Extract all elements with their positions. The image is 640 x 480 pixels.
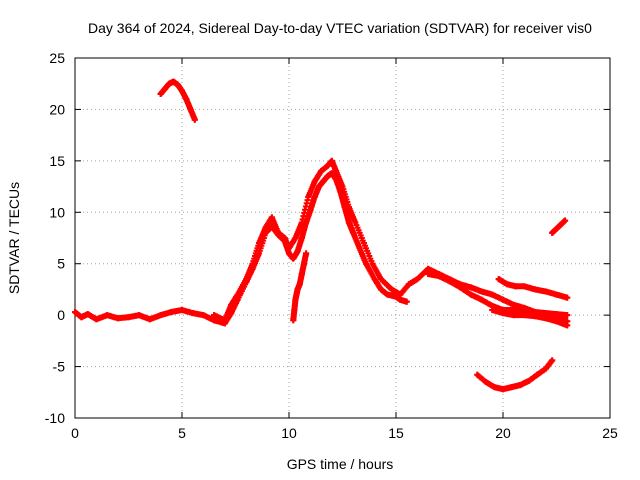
series-arc-late-a (425, 271, 571, 319)
x-tick-label: 20 (495, 425, 511, 441)
y-tick-label: 5 (57, 256, 65, 272)
series-marker-trail (495, 276, 571, 301)
chart-ticks (74, 57, 611, 419)
x-tick-label: 25 (602, 425, 618, 441)
series-arc-bottom (474, 357, 556, 393)
series-marker-trail (425, 271, 571, 319)
series-marker-trail (211, 157, 571, 325)
plot-area-border (74, 57, 611, 419)
chart-grid (75, 58, 610, 418)
x-tick-label: 10 (281, 425, 297, 441)
chart-title: Day 364 of 2024, Sidereal Day-to-day VTE… (88, 20, 592, 36)
series-marker-trail (549, 217, 569, 236)
y-tick-label: 0 (57, 307, 65, 323)
series-arc-spike-10h (290, 250, 310, 324)
y-tick-label: 20 (49, 101, 65, 117)
series-marker-trail (72, 170, 410, 327)
series-marker-trail (489, 307, 571, 329)
series-arc-main-2 (211, 157, 571, 325)
y-tick-label: 10 (49, 204, 65, 220)
x-tick-labels: 0 5 10 15 20 25 (71, 425, 618, 441)
series-arc-upper-right (549, 217, 569, 236)
y-tick-label: -5 (53, 359, 66, 375)
series-arc-top (157, 78, 198, 123)
series-marker-trail (157, 78, 198, 123)
y-tick-label: 15 (49, 153, 65, 169)
series-arc-late-c (495, 276, 571, 301)
series-marker-trail (474, 357, 556, 393)
y-axis-label: SDTVAR / TECUs (6, 182, 22, 294)
series-marker-trail (290, 250, 310, 324)
x-axis-label: GPS time / hours (287, 456, 394, 472)
series-arc-main-1 (72, 170, 410, 327)
x-tick-label: 15 (388, 425, 404, 441)
chart-series (72, 78, 571, 393)
y-tick-label: -10 (45, 410, 65, 426)
x-tick-label: 0 (71, 425, 79, 441)
x-tick-label: 5 (178, 425, 186, 441)
y-tick-label: 25 (49, 50, 65, 66)
y-tick-labels: -10 -5 0 5 10 15 20 25 (45, 50, 65, 426)
series-arc-late-b (489, 307, 571, 329)
